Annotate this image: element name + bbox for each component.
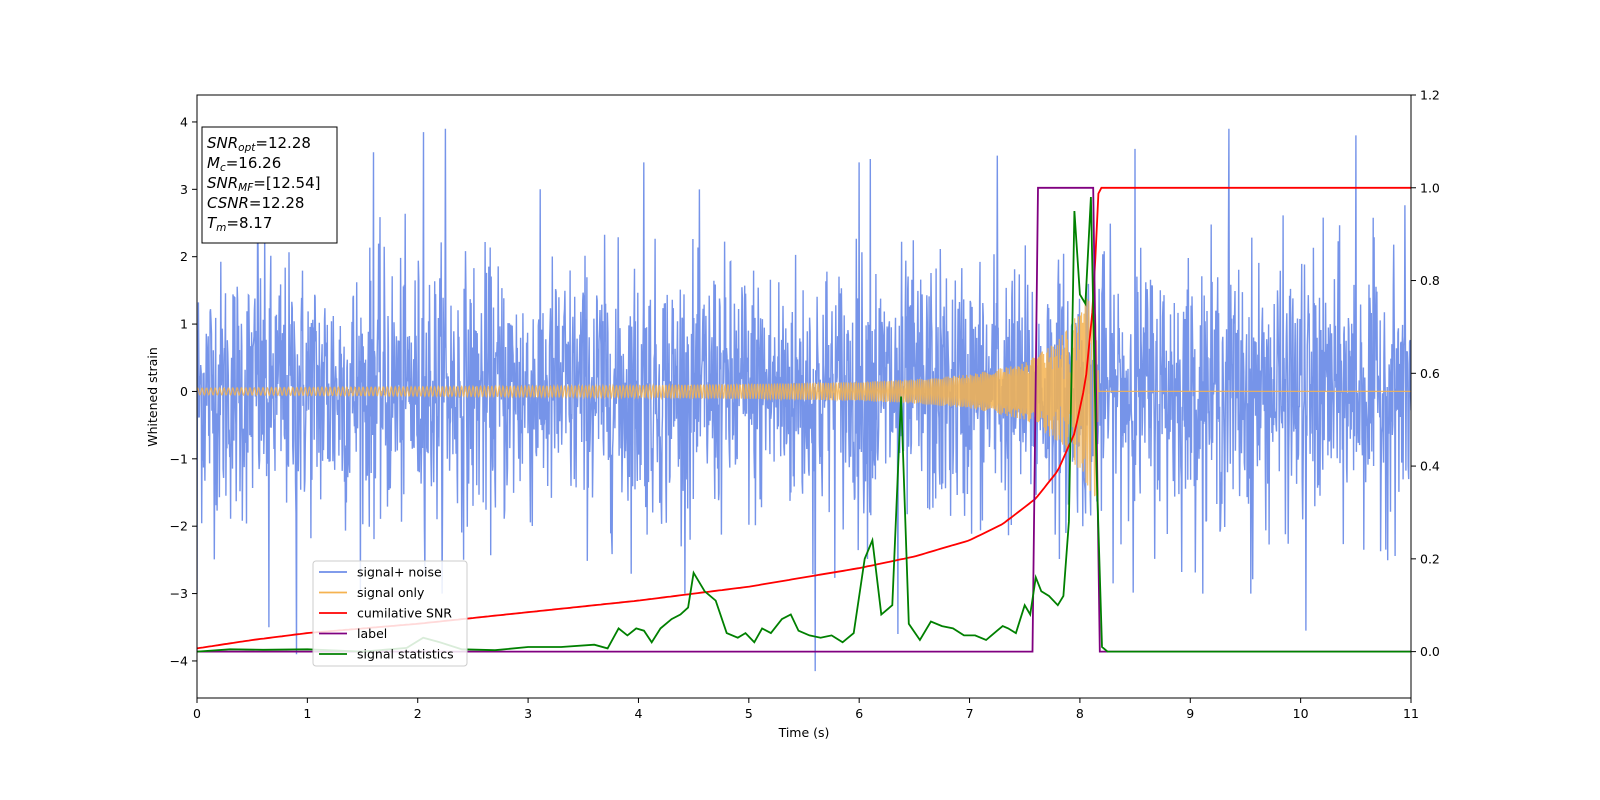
x-tick-label: 9 xyxy=(1186,706,1194,721)
y-tick-label: −3 xyxy=(170,586,188,601)
x-axis-ticks: 0 1 2 3 4 5 6 7 8 9 10 11 xyxy=(193,698,1419,721)
y2-tick-label: 1.0 xyxy=(1420,180,1440,195)
annotation-line: Tm=8.17 xyxy=(207,214,272,234)
annotation-line: SNRopt=12.28 xyxy=(207,134,311,154)
x-tick-label: 11 xyxy=(1403,706,1419,721)
legend-label: signal statistics xyxy=(357,647,454,662)
y2-tick-label: 1.2 xyxy=(1420,88,1440,103)
y2-tick-label: 0.8 xyxy=(1420,273,1440,288)
y2-tick-label: 0.4 xyxy=(1420,459,1440,474)
x-tick-label: 0 xyxy=(193,706,201,721)
y2-tick-label: 0.6 xyxy=(1420,366,1440,381)
x-tick-label: 7 xyxy=(966,706,974,721)
annotation-line: CSNR=12.28 xyxy=(207,194,304,212)
x-tick-label: 8 xyxy=(1076,706,1084,721)
y2-tick-label: 0.2 xyxy=(1420,551,1440,566)
y-tick-label: 4 xyxy=(180,114,188,129)
legend-label: signal+ noise xyxy=(357,565,442,580)
y-tick-label: 3 xyxy=(180,182,188,197)
series-signal-statistics xyxy=(197,196,1411,653)
y-tick-label: −1 xyxy=(170,451,188,466)
y2-tick-label: 0.0 xyxy=(1420,644,1440,659)
y-axis-ticks: −4 −3 −2 −1 0 1 2 3 4 xyxy=(170,114,197,668)
stats-annotation-box: SNRopt=12.28Mc=16.26SNRMF=[12.54]CSNR=12… xyxy=(201,126,338,244)
plot-frame xyxy=(196,94,1412,699)
y-tick-label: −2 xyxy=(170,519,188,534)
y-tick-label: 2 xyxy=(180,249,188,264)
legend-label: cumilative SNR xyxy=(357,606,452,621)
legend-label: label xyxy=(357,626,387,641)
y-axis-label: Whitened strain xyxy=(145,347,160,446)
y-tick-label: 1 xyxy=(180,317,188,332)
series-signal-only xyxy=(197,298,1411,497)
legend: signal+ noise signal only cumilative SNR la… xyxy=(312,560,468,667)
annotation-line: SNRMF=[12.54] xyxy=(207,174,321,194)
x-axis-label: Time (s) xyxy=(778,725,830,740)
x-tick-label: 2 xyxy=(414,706,422,721)
y2-axis-ticks: 0.0 0.2 0.4 0.6 0.8 1.0 1.2 xyxy=(1411,88,1440,659)
x-tick-label: 5 xyxy=(745,706,753,721)
y-tick-label: −4 xyxy=(170,653,188,668)
x-tick-label: 1 xyxy=(303,706,311,721)
series-signal-noise xyxy=(197,128,1411,672)
x-tick-label: 4 xyxy=(634,706,642,721)
annotation-line: Mc=16.26 xyxy=(207,154,281,174)
x-tick-label: 3 xyxy=(524,706,532,721)
x-tick-label: 10 xyxy=(1293,706,1309,721)
x-tick-label: 6 xyxy=(855,706,863,721)
y-tick-label: 0 xyxy=(180,384,188,399)
legend-label: signal only xyxy=(357,585,425,600)
